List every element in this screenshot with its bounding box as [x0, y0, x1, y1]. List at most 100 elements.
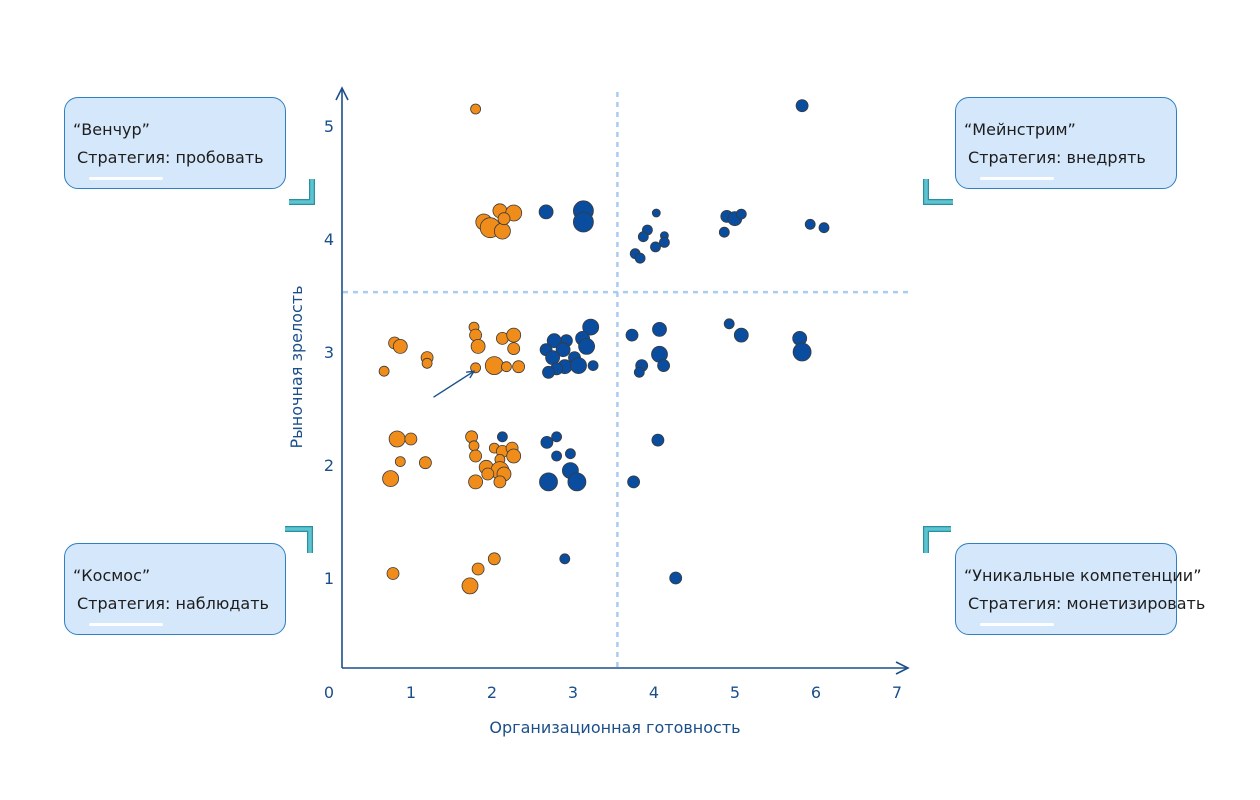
blue-data-point	[551, 450, 562, 462]
blue-data-point	[651, 208, 661, 218]
bracket-top-left-icon	[289, 179, 315, 205]
callout-highlight	[980, 177, 1054, 180]
x-axis-arrow	[895, 661, 910, 675]
blue-data-point	[540, 435, 554, 449]
quadrant-callout-unique-competencies: “Уникальные компетенции” Стратегия: моне…	[955, 543, 1205, 635]
orange-data-point	[512, 360, 525, 374]
blue-data-point	[573, 211, 594, 233]
blue-data-point	[582, 318, 600, 336]
blue-data-point	[539, 472, 558, 492]
y-tick-label: 4	[324, 230, 334, 249]
x-tick-label: 2	[487, 683, 497, 702]
orange-data-point	[470, 103, 482, 115]
orange-data-point	[469, 449, 483, 463]
orange-data-point	[506, 448, 522, 464]
callout-highlight	[89, 623, 163, 626]
blue-data-point	[637, 231, 649, 243]
orange-data-point	[392, 338, 408, 354]
callout-highlight	[980, 623, 1054, 626]
pointer-arrow-line	[433, 370, 475, 398]
bracket-top-right-icon-fill	[924, 179, 953, 204]
orange-data-point	[378, 365, 390, 377]
blue-data-point	[587, 360, 599, 372]
orange-data-point	[493, 475, 507, 489]
quadrant-strategy: Стратегия: монетизировать	[968, 594, 1206, 613]
blue-data-point	[792, 342, 812, 362]
blue-data-point	[804, 218, 816, 230]
orange-data-point	[418, 456, 432, 470]
blue-data-point	[818, 222, 830, 234]
quadrant-callout-venture: “Венчур” Стратегия: пробовать	[64, 97, 286, 189]
bracket-top-right-icon	[923, 179, 953, 205]
blue-data-point	[627, 475, 640, 489]
x-tick-label: 7	[892, 683, 902, 702]
orange-data-point	[461, 577, 479, 595]
bracket-bottom-left-icon-fill	[285, 527, 312, 553]
blue-data-point	[546, 333, 562, 349]
orange-data-point	[388, 430, 406, 448]
annotations	[433, 370, 476, 398]
blue-data-point	[545, 350, 560, 366]
orange-data-point	[468, 474, 484, 490]
blue-data-point	[555, 342, 571, 358]
blue-data-point	[723, 318, 735, 330]
blue-data-point	[567, 472, 587, 492]
orange-data-point	[500, 361, 512, 373]
quadrant-name: “Уникальные компетенции”	[964, 566, 1202, 585]
x-axis-label: Организационная готовность	[489, 718, 740, 737]
x-tick-label: 1	[406, 683, 416, 702]
blue-data-point	[669, 571, 683, 585]
y-tick-label: 5	[324, 117, 334, 136]
orange-data-point	[421, 357, 433, 369]
blue-data-point	[496, 431, 508, 443]
bracket-top-left-icon-fill	[289, 179, 314, 204]
y-tick-label: 3	[324, 343, 334, 362]
orange-data-point	[493, 222, 511, 240]
blue-data-point	[551, 431, 562, 443]
orange-data-point	[386, 567, 400, 580]
blue-data-point	[565, 448, 576, 460]
bracket-bottom-right-icon	[923, 526, 951, 553]
quadrant-name: “Венчур”	[73, 120, 150, 139]
orange-data-point	[507, 342, 521, 356]
blue-data-point	[570, 357, 587, 375]
blue-data-point	[659, 236, 670, 248]
x-tick-label: 4	[649, 683, 659, 702]
x-tick-label: 0	[324, 683, 334, 702]
blue-data-point	[733, 327, 749, 343]
blue-data-point	[625, 328, 639, 342]
orange-data-point	[394, 456, 406, 468]
quadrant-callout-cosmos: “Космос” Стратегия: наблюдать	[64, 543, 286, 635]
x-tick-label: 6	[811, 683, 821, 702]
quadrant-strategy: Стратегия: наблюдать	[77, 594, 269, 613]
pointer-arrow-head	[466, 370, 476, 379]
orange-data-point	[468, 440, 480, 452]
tick-labels: 0 1 2 3 4 5 6 7 1 2 3 4 5	[324, 117, 902, 702]
blue-data-point	[634, 252, 646, 264]
blue-data-point	[650, 241, 661, 253]
quadrant-strategy: Стратегия: пробовать	[77, 148, 264, 167]
orange-data-point	[470, 338, 486, 354]
orange-data-point	[404, 432, 418, 446]
bracket-bottom-right-icon-fill	[924, 527, 951, 553]
blue-data-point	[542, 365, 555, 379]
data-points	[378, 99, 830, 595]
orange-data-point	[481, 467, 495, 481]
blue-data-point	[633, 366, 645, 378]
orange-data-point	[487, 552, 501, 566]
blue-data-point	[718, 226, 730, 238]
x-tick-label: 5	[730, 683, 740, 702]
y-tick-label: 2	[324, 456, 334, 475]
y-axis-label: Рыночная зрелость	[287, 285, 306, 448]
quadrant-dividers	[343, 92, 908, 668]
orange-data-point	[484, 356, 504, 376]
orange-data-point	[471, 562, 485, 576]
quadrant-name: “Мейнстрим”	[964, 120, 1076, 139]
blue-data-point	[735, 208, 747, 220]
corner-brackets	[285, 179, 953, 553]
orange-data-point	[382, 470, 400, 488]
blue-data-point	[651, 433, 665, 447]
orange-data-point	[470, 362, 482, 374]
y-tick-label: 1	[324, 569, 334, 588]
